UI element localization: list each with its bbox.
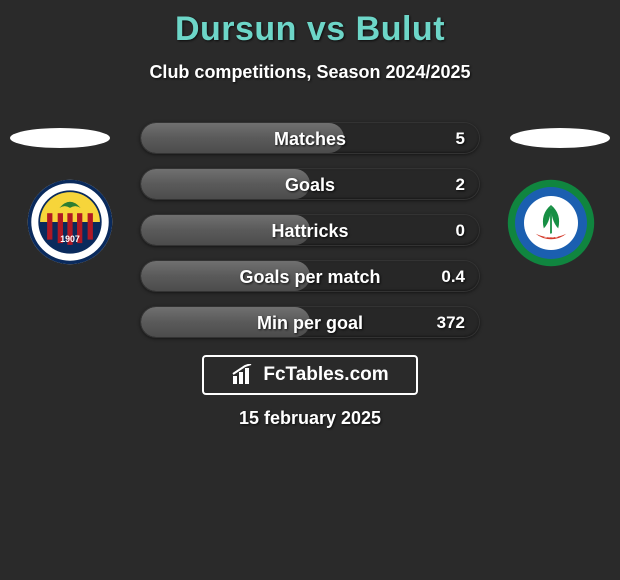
stat-row-goals-per-match: Goals per match 0.4: [140, 260, 480, 292]
svg-text:1907: 1907: [60, 234, 80, 244]
stat-value: 5: [456, 123, 465, 153]
stat-label: Goals per match: [141, 261, 479, 291]
stat-value: 2: [456, 169, 465, 199]
bar-chart-icon: [231, 364, 257, 386]
date-text: 15 february 2025: [0, 408, 620, 429]
comparison-card: Dursun vs Bulut Club competitions, Seaso…: [0, 0, 620, 580]
caykur-rizespor-logo: 1953: [506, 178, 596, 268]
stat-row-min-per-goal: Min per goal 372: [140, 306, 480, 338]
fenerbahce-logo: 1907: [26, 178, 114, 266]
branding-box: FcTables.com: [202, 355, 418, 395]
player-right-oval: [510, 128, 610, 148]
stat-label: Min per goal: [141, 307, 479, 337]
stat-value: 0: [456, 215, 465, 245]
stat-label: Goals: [141, 169, 479, 199]
stat-value: 372: [437, 307, 465, 337]
subtitle: Club competitions, Season 2024/2025: [0, 62, 620, 83]
stat-value: 0.4: [441, 261, 465, 291]
svg-text:1953: 1953: [544, 232, 559, 239]
stats-block: Matches 5 Goals 2 Hattricks 0 Goals per …: [140, 122, 480, 352]
page-title: Dursun vs Bulut: [0, 10, 620, 49]
stat-row-hattricks: Hattricks 0: [140, 214, 480, 246]
player-left-oval: [10, 128, 110, 148]
stat-row-matches: Matches 5: [140, 122, 480, 154]
stat-row-goals: Goals 2: [140, 168, 480, 200]
brand-text: FcTables.com: [263, 364, 388, 386]
stat-label: Matches: [141, 123, 479, 153]
stat-label: Hattricks: [141, 215, 479, 245]
